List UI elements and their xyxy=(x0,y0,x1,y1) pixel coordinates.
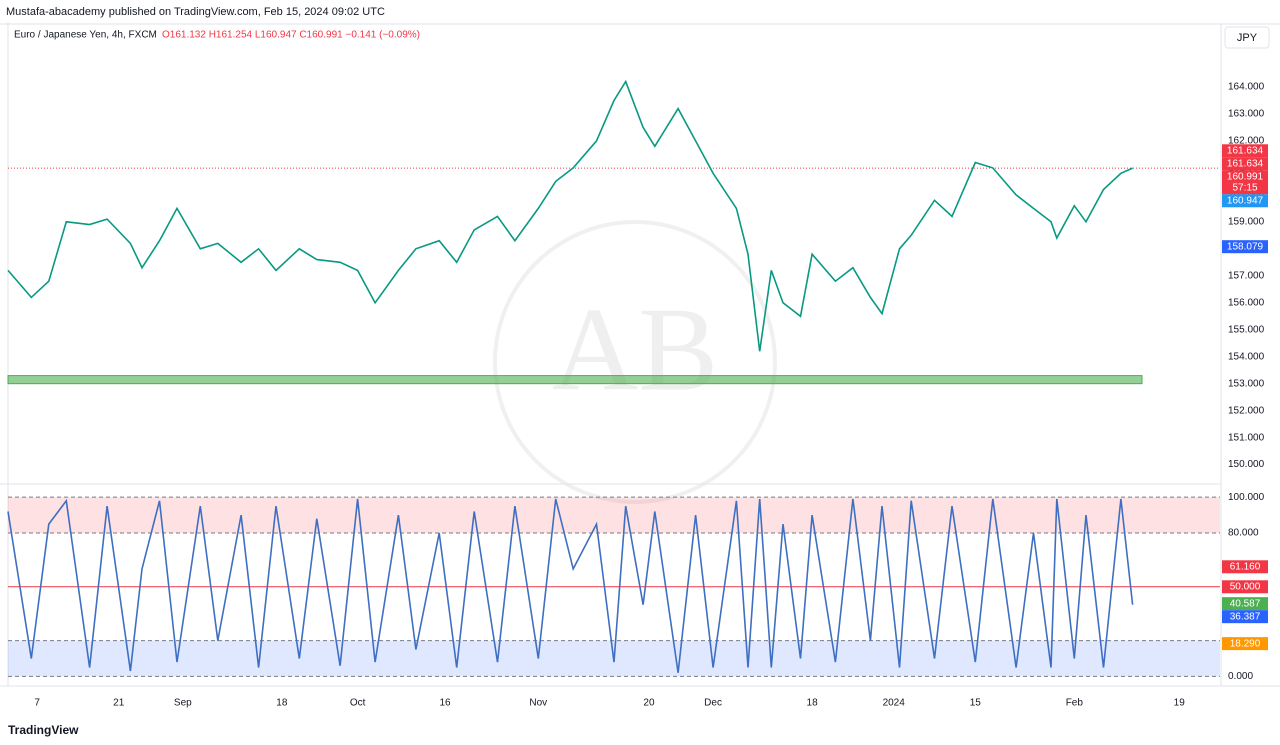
x-tick-label: 20 xyxy=(643,698,655,709)
y-tick-label: 164.000 xyxy=(1228,82,1265,93)
price-badge xyxy=(1222,144,1268,158)
y-tick-label: 151.000 xyxy=(1228,432,1265,443)
publish-line: Mustafa-abacademy published on TradingVi… xyxy=(6,6,385,18)
y-tick-label: 150.000 xyxy=(1228,459,1265,470)
x-tick-label: Feb xyxy=(1066,698,1084,709)
price-badge xyxy=(1222,240,1268,254)
y-tick-label: 162.000 xyxy=(1228,136,1265,147)
footer-logo: TradingView xyxy=(8,723,79,737)
series-line xyxy=(7,79,1133,352)
x-tick-label: Sep xyxy=(174,698,192,709)
band xyxy=(8,497,1220,534)
price-badge xyxy=(1222,194,1268,208)
y-tick-label: 80.000 xyxy=(1228,528,1259,539)
y-tick-label: 100.000 xyxy=(1228,492,1265,503)
price-badge-label: 50.000 xyxy=(1230,581,1261,592)
price-badge xyxy=(1222,580,1268,594)
y-tick-label: 153.000 xyxy=(1228,378,1265,389)
currency-button[interactable] xyxy=(1224,26,1270,49)
price-badge-label: 161.634 xyxy=(1227,158,1264,169)
price-badge-label: 18.290 xyxy=(1230,638,1261,649)
price-badge xyxy=(1222,560,1268,574)
x-tick-label: Oct xyxy=(350,698,366,709)
countdown: 57:15 xyxy=(1232,182,1257,193)
x-tick-label: 2024 xyxy=(883,698,906,709)
ohlc: O161.132 H161.254 L160.947 C160.991 −0.1… xyxy=(162,30,420,41)
price-badge-label: 160.991 xyxy=(1227,171,1264,182)
price-badge-label: 158.079 xyxy=(1227,241,1264,252)
x-tick-label: 18 xyxy=(807,698,819,709)
price-badge-label: 40.587 xyxy=(1230,598,1261,609)
x-tick-label: 19 xyxy=(1174,698,1186,709)
y-tick-label: 163.000 xyxy=(1228,109,1265,120)
price-badge xyxy=(1222,597,1268,611)
watermark-ring xyxy=(493,220,777,504)
y-tick-label: 159.000 xyxy=(1228,216,1265,227)
x-tick-label: Dec xyxy=(704,698,722,709)
x-tick-label: Nov xyxy=(529,698,547,709)
price-badge xyxy=(1222,637,1268,651)
x-tick-label: 21 xyxy=(113,698,125,709)
y-tick-label: 154.000 xyxy=(1228,351,1265,362)
y-tick-label: 157.000 xyxy=(1228,270,1265,281)
watermark: AB xyxy=(552,283,719,416)
y-tick-label: 155.000 xyxy=(1228,324,1265,335)
series-line xyxy=(7,498,1134,673)
price-badge xyxy=(1222,610,1268,624)
price-badge xyxy=(1222,157,1268,171)
support-zone xyxy=(7,375,1143,385)
x-tick-label: 16 xyxy=(439,698,451,709)
x-tick-label: 7 xyxy=(34,698,40,709)
price-badge xyxy=(1222,170,1268,195)
price-badge-label: 61.160 xyxy=(1230,561,1261,572)
y-tick-label: 156.000 xyxy=(1228,297,1265,308)
price-badge-label: 36.387 xyxy=(1230,611,1261,622)
x-tick-label: 15 xyxy=(970,698,982,709)
x-tick-label: 18 xyxy=(276,698,288,709)
price-badge-label: 160.947 xyxy=(1227,195,1264,206)
currency[interactable]: JPY xyxy=(1237,32,1258,44)
symbol: Euro / Japanese Yen, 4h, FXCM xyxy=(14,30,157,41)
price-badge-label: 161.634 xyxy=(1227,145,1264,156)
y-tick-label: 152.000 xyxy=(1228,405,1265,416)
y-tick-label: 0.000 xyxy=(1228,671,1253,682)
